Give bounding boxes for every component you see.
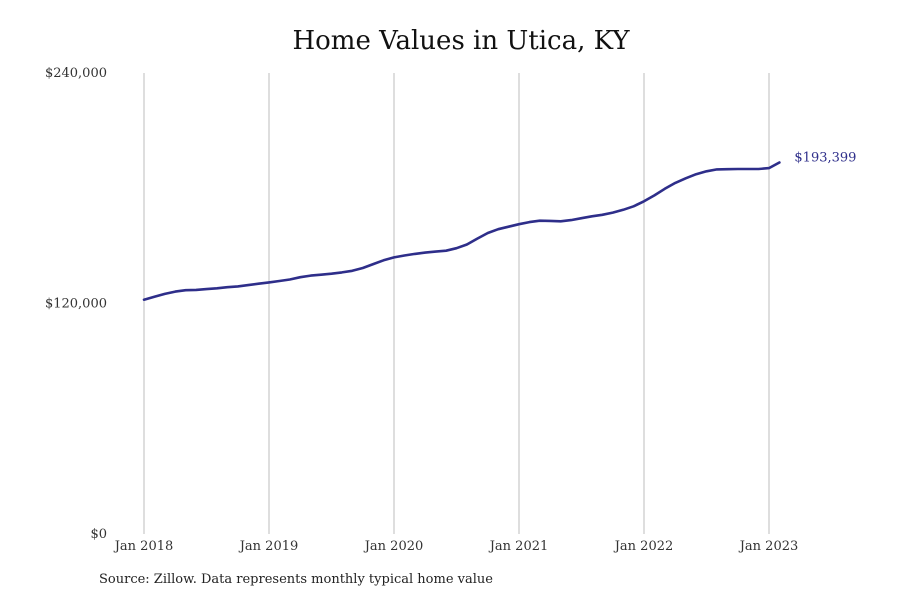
series-line — [142, 161, 781, 301]
y-tick-label: $240,000 — [45, 66, 107, 81]
x-tick-label: Jan 2023 — [738, 539, 799, 554]
x-tick-label: Jan 2021 — [488, 539, 549, 554]
y-tick-label: $120,000 — [45, 297, 107, 312]
chart-title: Home Values in Utica, KY — [292, 26, 630, 56]
x-tick-label: Jan 2020 — [363, 539, 424, 554]
end-value-label: $193,399 — [794, 151, 856, 166]
x-tick-label: Jan 2018 — [113, 539, 174, 554]
x-tick-label: Jan 2022 — [613, 539, 674, 554]
x-tick-label: Jan 2019 — [238, 539, 299, 554]
y-tick-label: $0 — [90, 527, 107, 542]
source-note: Source: Zillow. Data represents monthly … — [99, 572, 493, 587]
